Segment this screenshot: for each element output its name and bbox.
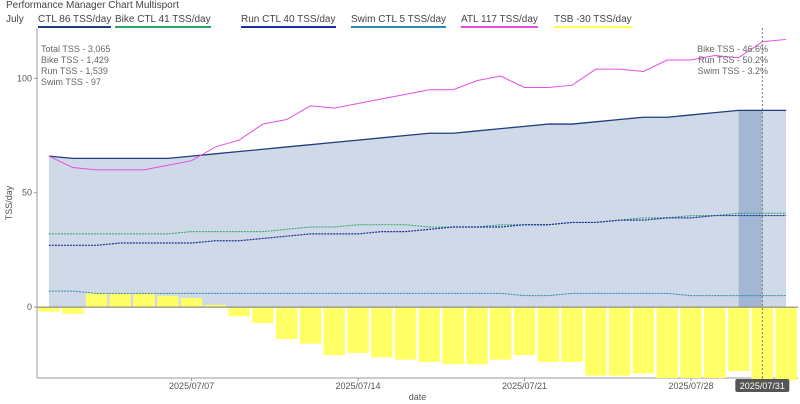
- y-tick-label: 100: [17, 73, 32, 83]
- y-tick-label: 0: [27, 302, 32, 312]
- tsb-bar: [394, 307, 417, 360]
- tsb-bar: [727, 307, 750, 372]
- tsb-bar: [38, 307, 60, 312]
- tsb-bar: [490, 307, 512, 360]
- stat-run-pct: Run TSS - 50.2%: [698, 55, 768, 65]
- stats-right: Bike TSS - 46.6% Run TSS - 50.2% Swim TS…: [697, 44, 768, 77]
- tsb-bar: [513, 307, 536, 356]
- stats-left: Total TSS - 3,065 Bike TSS - 1,429 Run T…: [41, 44, 110, 88]
- stat-bike-tss: Bike TSS - 1,429: [41, 55, 109, 65]
- tsb-bar: [276, 307, 298, 340]
- ctl-area: [48, 110, 787, 308]
- atl-line: [48, 38, 787, 171]
- tsb-bar: [418, 307, 441, 362]
- legend-item-run-ctl[interactable]: Run CTL 40 TSS/day: [241, 14, 336, 28]
- ctl-area-highlight: [738, 110, 763, 308]
- tsb-bar: [608, 307, 631, 376]
- stat-total-tss: Total TSS - 3,065: [41, 44, 111, 54]
- tsb-bar: [371, 307, 393, 358]
- tsb-bar: [204, 304, 227, 308]
- x-tick-label: 2025/07/14: [336, 381, 381, 391]
- legend-month: July: [6, 14, 24, 25]
- tsb-bar: [61, 307, 84, 314]
- x-tick-label: 2025/07/28: [668, 381, 713, 391]
- stat-swim-pct: Swim TSS - 3.2%: [697, 66, 768, 76]
- run-ctl-line: [48, 214, 787, 246]
- legend-item-ctl[interactable]: CTL 86 TSS/day: [38, 14, 112, 28]
- tsb-bar: [585, 307, 607, 376]
- tsb-bar: [561, 307, 583, 362]
- stat-swim-tss: Swim TSS - 97: [41, 77, 101, 87]
- tsb-bar: [109, 293, 131, 308]
- x-tick-label: 2025/07/21: [502, 381, 547, 391]
- tsb-bar: [323, 307, 345, 356]
- stat-run-tss: Run TSS - 1,539: [41, 66, 108, 76]
- tsb-bar: [466, 307, 488, 365]
- tsb-bar: [656, 307, 678, 378]
- y-tick-label: 50: [22, 188, 32, 198]
- legend-item-bike-ctl[interactable]: Bike CTL 41 TSS/day: [115, 14, 211, 28]
- tsb-bar: [133, 293, 155, 308]
- tsb-bar: [537, 307, 559, 362]
- x-axis-label: date: [409, 392, 427, 402]
- tsb-bar: [347, 307, 369, 353]
- legend: July CTL 86 TSS/day Bike CTL 41 TSS/day …: [0, 12, 800, 30]
- tsb-bar: [680, 307, 702, 378]
- ctl-line: [48, 109, 787, 160]
- legend-item-tsb[interactable]: TSB -30 TSS/day: [554, 14, 632, 28]
- y-axis-label: TSS/day: [4, 185, 14, 220]
- x-tick-label: 2025/07/07: [169, 381, 214, 391]
- tsb-bar: [751, 307, 774, 381]
- tsb-bar: [180, 297, 203, 308]
- x-tick-highlight-bg: [735, 379, 790, 392]
- tsb-bar: [85, 293, 108, 308]
- tsb-bar: [442, 307, 464, 365]
- x-tick-label: 2025/07/31: [740, 381, 785, 391]
- tsb-bar: [632, 307, 655, 374]
- stat-bike-pct: Bike TSS - 46.6%: [697, 44, 768, 54]
- page-title: Performance Manager Chart Multisport: [6, 0, 179, 11]
- legend-item-swim-ctl[interactable]: Swim CTL 5 TSS/day: [351, 14, 447, 28]
- tsb-bar: [775, 307, 797, 381]
- tsb-bar: [299, 307, 322, 344]
- tsb-bar: [704, 307, 726, 378]
- legend-item-atl[interactable]: ATL 117 TSS/day: [461, 14, 538, 28]
- tsb-bar: [252, 307, 274, 324]
- tsb-bar: [228, 307, 250, 317]
- tsb-bar: [157, 295, 179, 308]
